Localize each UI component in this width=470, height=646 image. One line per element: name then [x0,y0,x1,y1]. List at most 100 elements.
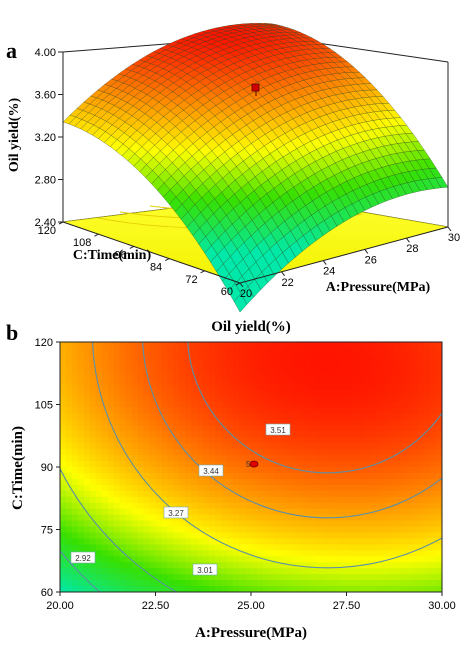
heat-cell [358,550,366,557]
z-tick-label: 2.80 [35,175,56,187]
heat-cell [245,478,252,486]
heat-cell [95,389,103,397]
heat-cell [280,407,288,415]
heat-cell [209,538,216,545]
heat-cell [203,407,210,415]
heat-cell [77,520,85,528]
heat-cell [215,490,222,498]
heat-cell [328,532,336,540]
heat-cell [113,562,121,569]
heat-cell [221,413,228,420]
heat-cell [251,550,258,557]
heat-cell [364,407,371,415]
heat-cell [352,407,360,415]
heat-cell [346,353,354,361]
heat-cell [340,467,348,474]
heat-cell [173,407,180,415]
heat-cell [251,496,258,504]
heat-cell [268,574,276,581]
heat-cell [203,437,210,444]
time-tick [129,245,135,249]
heat-cell [256,413,264,420]
heat-cell [173,371,180,379]
heat-cell [262,538,270,545]
heat-cell [167,496,175,504]
heat-cell [77,502,85,510]
heat-cell [245,449,252,456]
heat-cell [316,365,324,373]
heat-cell [334,556,342,563]
heat-cell [394,425,401,432]
heat-cell [119,347,127,355]
heat-cell [191,532,198,540]
heat-cell [239,431,246,438]
heat-cell [227,580,234,587]
heat-cell [233,407,240,415]
heat-cell [65,413,73,420]
heat-cell [394,478,401,486]
heat-cell [418,353,425,361]
heat-cell [60,502,67,510]
heat-cell [322,347,330,355]
heat-cell [227,556,234,563]
heat-cell [262,544,270,551]
heat-cell [274,484,282,492]
heat-cell [203,478,210,486]
heat-cell [185,514,192,522]
heat-cell [436,383,442,391]
heat-cell [137,455,145,462]
heat-cell [358,365,366,373]
heat-cell [382,383,389,391]
heat-cell [89,532,97,540]
heat-cell [352,568,360,575]
heat-cell [221,508,228,516]
heat-cell [328,461,336,468]
heat-cell [382,526,389,534]
heat-cell [256,538,264,545]
heat-cell [280,365,288,373]
heat-cell [364,371,371,379]
heat-cell [221,496,228,504]
heat-cell [167,407,175,415]
heat-cell [388,407,395,415]
heat-cell [89,365,97,373]
heat-cell [137,389,145,397]
contour-label: 3.27 [163,506,189,519]
heat-cell [394,407,401,415]
heat-cell [412,496,419,504]
heat-cell [328,401,336,409]
heat-cell [298,556,306,563]
heat-cell [161,347,169,355]
heat-cell [286,484,294,492]
heat-cell [215,538,222,545]
heat-cell [131,407,139,415]
heat-cell [304,502,312,510]
heat-cell [209,508,216,516]
heat-cell [346,449,354,456]
heat-cell [107,389,115,397]
heat-cell [161,502,169,510]
heat-cell [107,347,115,355]
heat-cell [256,484,264,492]
heat-cell [268,383,276,391]
heat-cell [268,556,276,563]
x-tick-label: 20.00 [46,600,74,612]
heat-cell [274,377,282,385]
heat-cell [137,562,145,569]
heat-cell [71,562,79,569]
heat-cell [107,478,115,486]
heat-cell [286,413,294,420]
heat-cell [95,532,103,540]
heat-cell [161,353,169,361]
heat-cell [328,419,336,426]
heat-cell [268,544,276,551]
heat-cell [95,544,103,551]
heat-cell [155,520,163,528]
heat-cell [292,574,300,581]
heat-cell [107,437,115,444]
heat-cell [203,359,210,367]
heat-cell [394,359,401,367]
heat-cell [179,556,186,563]
heat-cell [221,562,228,569]
